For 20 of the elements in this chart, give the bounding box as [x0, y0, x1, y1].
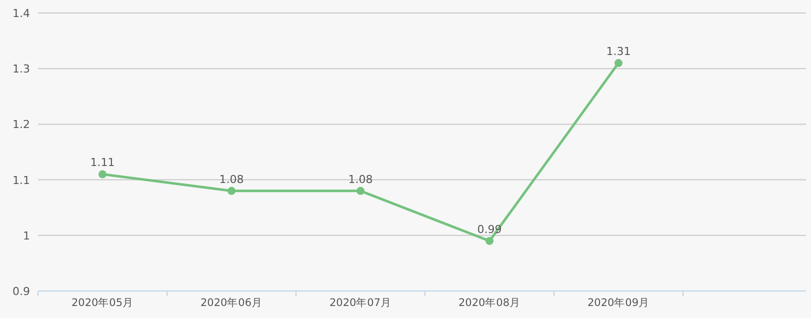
data-label: 1.11: [90, 156, 115, 170]
x-tick-label: 2020年08月: [458, 297, 521, 309]
data-label: 1.08: [348, 172, 373, 186]
x-tick-label: 2020年09月: [587, 297, 650, 309]
point: [356, 186, 364, 195]
point: [98, 170, 106, 178]
x-tick-label: 2020年05月: [71, 297, 134, 309]
y-tick-label: 1: [23, 229, 30, 242]
y-tick-label: 1.1: [12, 174, 30, 187]
y-tick-label: 1.2: [12, 118, 30, 132]
point: [228, 186, 236, 195]
y-tick-label: 0.9: [12, 285, 30, 298]
point: [614, 59, 622, 68]
x-tick-label: 2020年07月: [329, 297, 392, 309]
data-label: 1.31: [606, 45, 631, 58]
x-tick-label: 2020年06月: [200, 297, 263, 309]
y-tick-label: 1.4: [12, 7, 30, 20]
point: [486, 236, 494, 245]
y-tick-label: 1.3: [12, 62, 30, 76]
data-label: 1.08: [219, 172, 244, 186]
